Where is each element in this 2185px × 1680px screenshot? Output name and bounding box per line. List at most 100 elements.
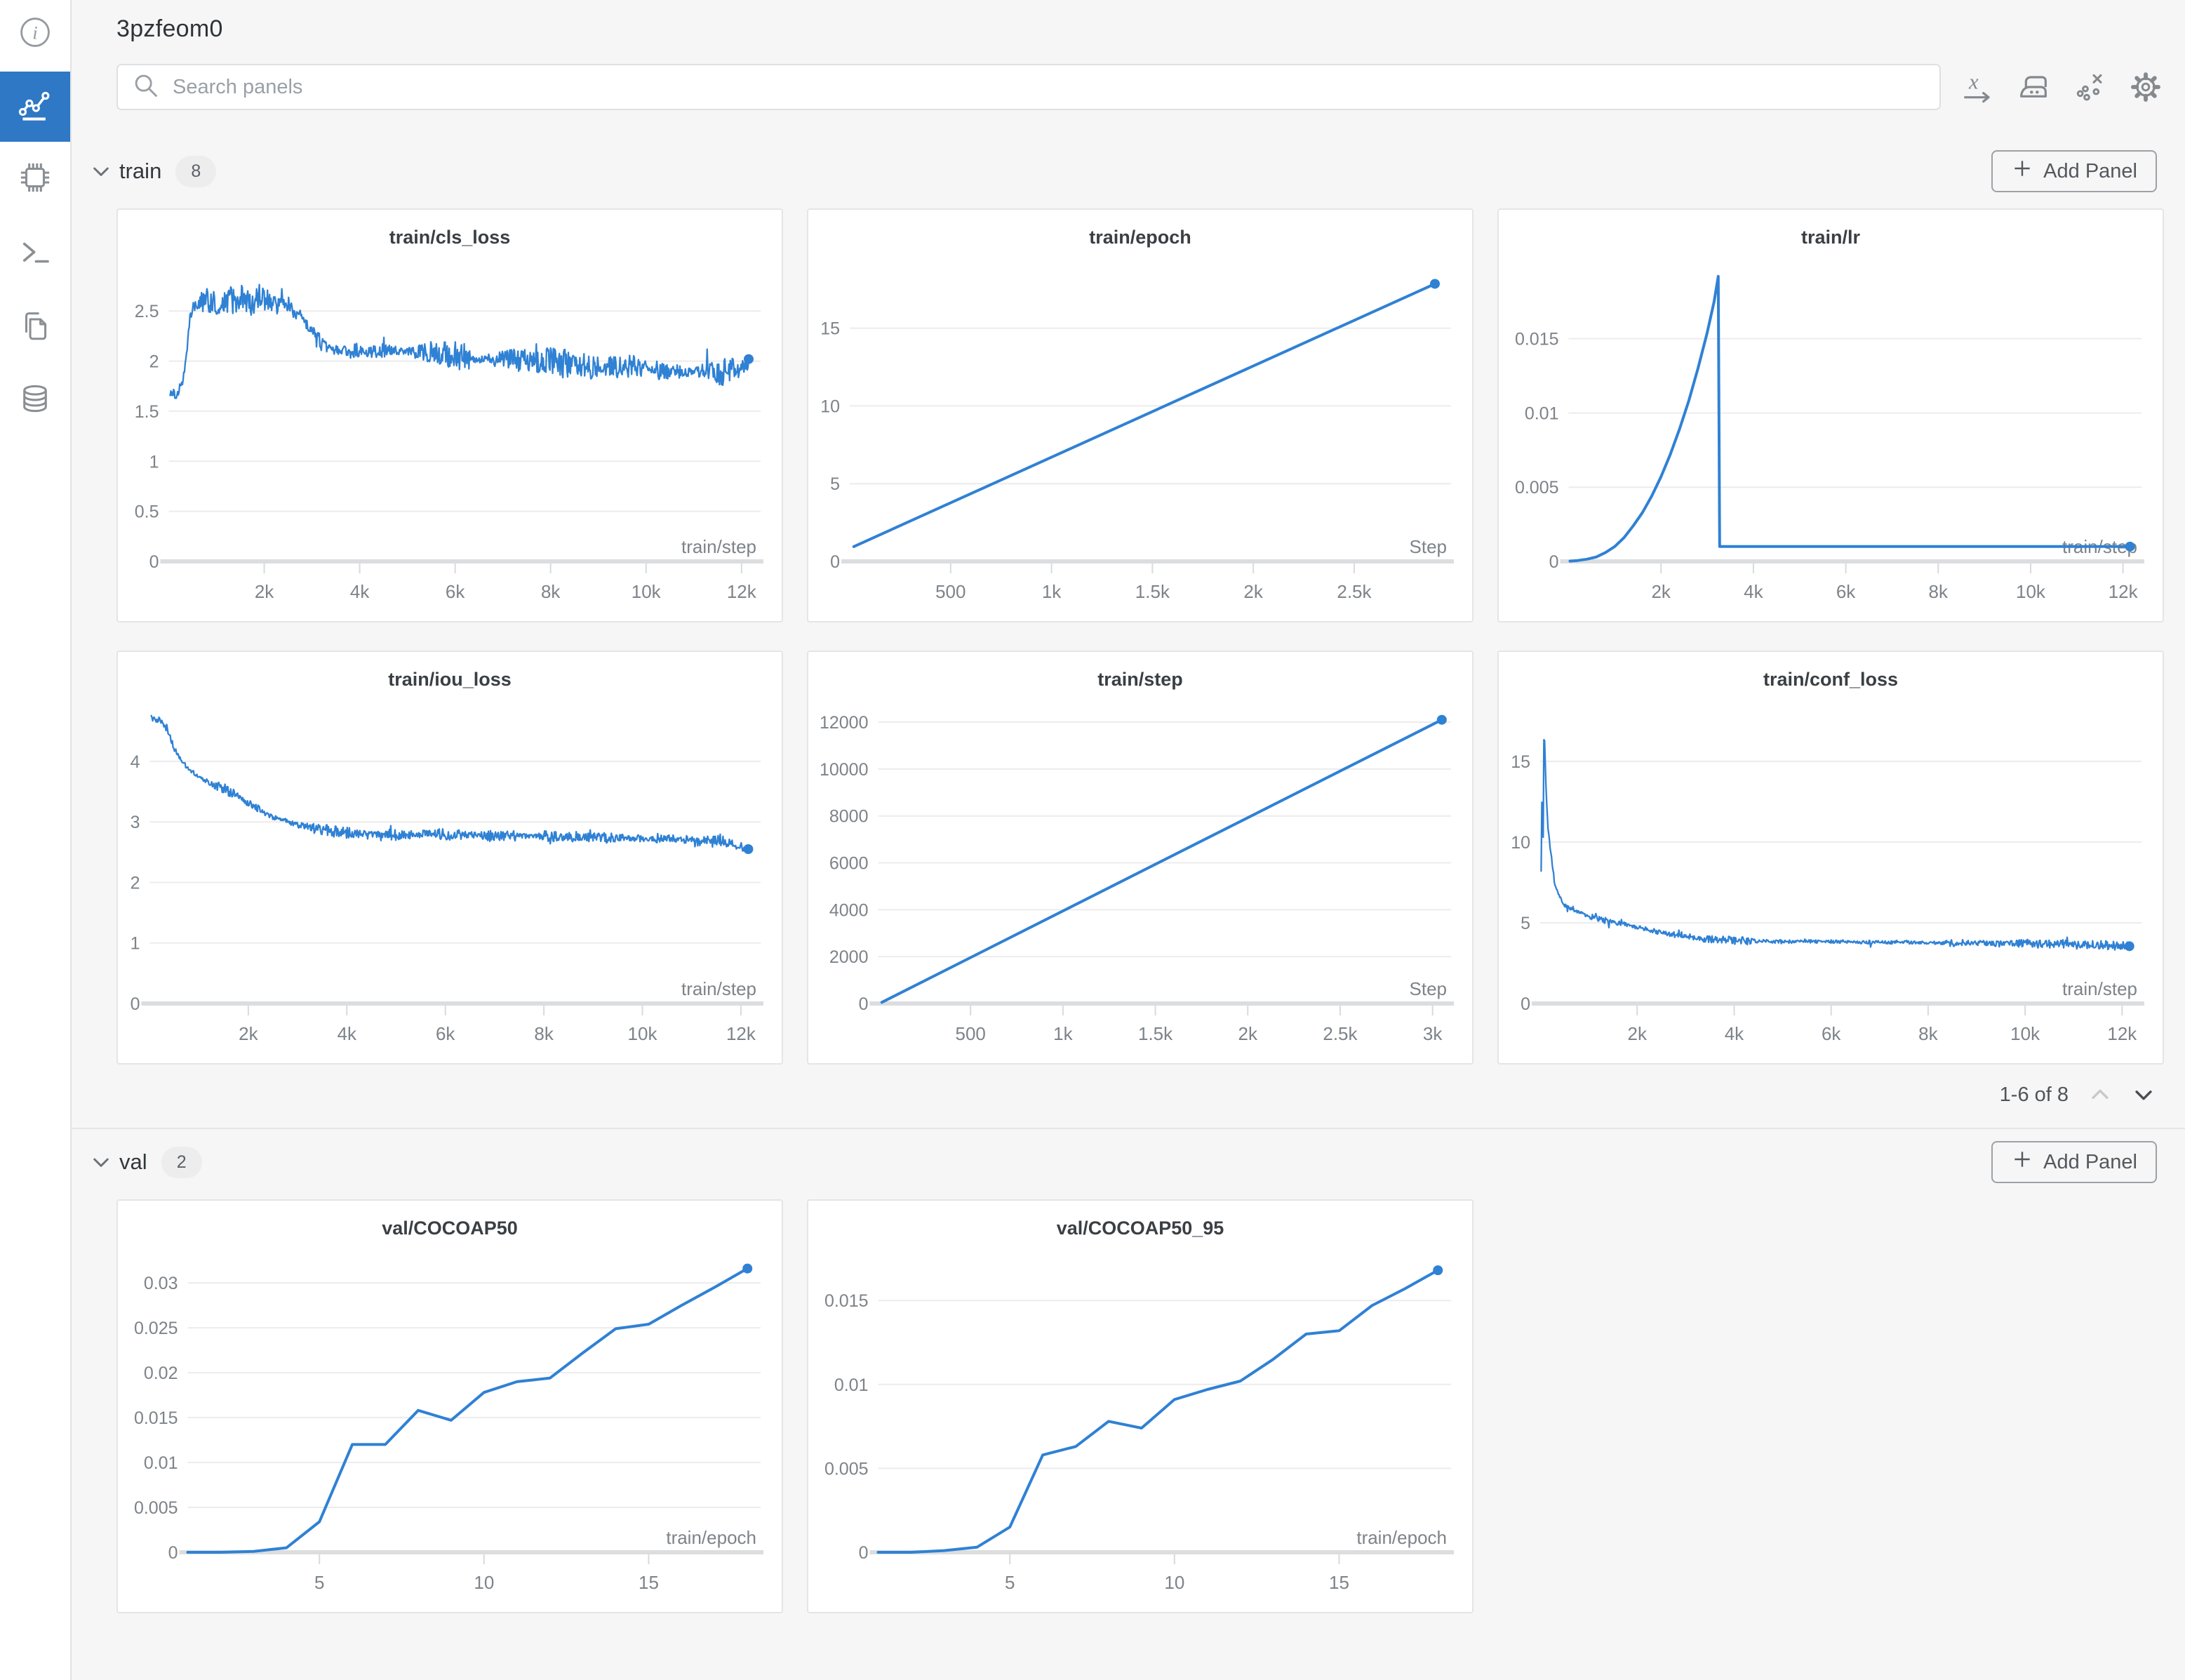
panel-card[interactable]: train/cls_loss 0 0.5 1 1.5 2 2.5 2k 4k 6k 8k 10k 12k… xyxy=(116,208,783,622)
panel-chart[interactable]: 0 2000 4000 6000 8000 10000 12000 500 1k 1.5k 2k 2.… xyxy=(808,652,1472,1063)
panel-title: train/iou_loss xyxy=(388,669,512,690)
svg-text:1.5k: 1.5k xyxy=(1135,581,1170,602)
chevron-down-icon[interactable] xyxy=(2132,1083,2156,1107)
svg-text:6k: 6k xyxy=(1836,581,1856,602)
svg-text:1: 1 xyxy=(131,934,140,954)
section-label-train[interactable]: train xyxy=(119,159,162,183)
val-section-header: val 2 Add Panel xyxy=(90,1140,2164,1184)
search-panels-input[interactable] xyxy=(171,74,1925,100)
panel-title: train/lr xyxy=(1800,227,1861,248)
svg-text:6k: 6k xyxy=(446,581,465,602)
svg-text:12k: 12k xyxy=(2107,1023,2137,1044)
sidebar-item-logs[interactable] xyxy=(0,233,70,275)
svg-text:2: 2 xyxy=(149,352,159,372)
panel-chart[interactable]: 0 1 2 3 4 2k 4k 6k 8k 10k 12k train/step xyxy=(118,652,782,1063)
svg-text:4000: 4000 xyxy=(829,900,869,920)
panel-title: train/cls_loss xyxy=(389,227,511,248)
svg-text:0.005: 0.005 xyxy=(824,1459,869,1479)
chevron-down-icon[interactable] xyxy=(90,160,112,182)
svg-text:500: 500 xyxy=(955,1023,985,1044)
panel-chart[interactable]: 0 0.005 0.01 0.015 5 10 15 train/epoch xyxy=(808,1201,1472,1612)
panel-chart[interactable]: 0 5 10 15 500 1k 1.5k 2k 2.5k Step xyxy=(808,210,1472,621)
panel-card[interactable]: train/step 0 2000 4000 6000 8000 10000 12000 500… xyxy=(807,651,1474,1065)
chevron-up-icon[interactable] xyxy=(2088,1083,2112,1107)
svg-text:8k: 8k xyxy=(541,581,561,602)
svg-text:6k: 6k xyxy=(436,1023,455,1044)
svg-text:500: 500 xyxy=(935,581,965,602)
search-panels-box[interactable] xyxy=(116,64,1941,110)
svg-text:0.005: 0.005 xyxy=(1515,478,1559,498)
section-label-val[interactable]: val xyxy=(119,1149,147,1174)
svg-text:1.5: 1.5 xyxy=(135,402,159,422)
svg-text:10k: 10k xyxy=(2016,581,2046,602)
svg-text:10: 10 xyxy=(474,1572,494,1593)
svg-text:0.5: 0.5 xyxy=(135,502,159,522)
svg-text:2k: 2k xyxy=(1627,1023,1647,1044)
svg-text:train/step: train/step xyxy=(681,978,756,999)
section-divider xyxy=(70,1128,2185,1129)
add-panel-button-train[interactable]: Add Panel xyxy=(1991,150,2157,192)
cpu-chip-icon xyxy=(18,160,53,199)
sidebar-item-files[interactable] xyxy=(0,306,70,348)
svg-text:4: 4 xyxy=(131,752,140,772)
panel-chart[interactable]: 0 0.005 0.01 0.015 0.02 0.025 0.03 5 10 15 train/e… xyxy=(118,1201,782,1612)
svg-text:0: 0 xyxy=(149,552,159,572)
svg-text:0: 0 xyxy=(131,994,140,1014)
svg-text:15: 15 xyxy=(639,1572,659,1593)
svg-text:10k: 10k xyxy=(2010,1023,2040,1044)
sidebar: i xyxy=(0,0,72,1680)
svg-text:0.015: 0.015 xyxy=(824,1291,869,1311)
plus-icon xyxy=(2011,157,2033,185)
svg-text:i: i xyxy=(32,22,37,43)
panel-card[interactable]: train/epoch 0 5 10 15 500 1k 1.5k 2k 2.5k Step xyxy=(807,208,1474,622)
panel-card[interactable]: val/COCOAP50 0 0.005 0.01 0.015 0.02 0.025 0.03… xyxy=(116,1199,783,1613)
panel-chart[interactable]: 0 5 10 15 2k 4k 6k 8k 10k 12k train/step xyxy=(1499,652,2163,1063)
sidebar-item-system[interactable] xyxy=(0,158,70,200)
svg-text:0.025: 0.025 xyxy=(134,1319,178,1338)
database-icon xyxy=(18,381,53,420)
svg-text:3: 3 xyxy=(131,813,140,832)
search-row: x xyxy=(116,64,2164,110)
settings-gear-icon[interactable] xyxy=(2129,70,2163,104)
svg-text:x: x xyxy=(1968,70,1979,94)
page-title: 3pzfeom0 xyxy=(116,15,223,42)
svg-text:2000: 2000 xyxy=(829,947,869,967)
svg-text:0.03: 0.03 xyxy=(144,1274,178,1293)
svg-text:0.02: 0.02 xyxy=(144,1364,178,1383)
panel-chart[interactable]: 0 0.5 1 1.5 2 2.5 2k 4k 6k 8k 10k 12k train/step xyxy=(118,210,782,621)
svg-text:0: 0 xyxy=(168,1543,178,1563)
svg-text:15: 15 xyxy=(820,319,840,339)
sidebar-item-workspace[interactable] xyxy=(0,72,70,142)
svg-text:5: 5 xyxy=(1521,914,1530,933)
add-panel-button-val[interactable]: Add Panel xyxy=(1991,1141,2157,1183)
panel-card[interactable]: train/conf_loss 0 5 10 15 2k 4k 6k 8k 10k 12k train… xyxy=(1497,651,2164,1065)
panel-card[interactable]: val/COCOAP50_95 0 0.005 0.01 0.015 5 10 15 train… xyxy=(807,1199,1474,1613)
svg-text:0.01: 0.01 xyxy=(144,1453,178,1473)
plus-icon xyxy=(2011,1148,2033,1176)
smoothing-iron-icon[interactable] xyxy=(2017,70,2050,104)
svg-text:0: 0 xyxy=(859,1543,869,1563)
svg-text:0: 0 xyxy=(1521,994,1530,1014)
svg-text:12k: 12k xyxy=(2109,581,2139,602)
sidebar-item-artifacts[interactable] xyxy=(0,379,70,421)
add-panel-label: Add Panel xyxy=(2043,1150,2137,1173)
outliers-icon[interactable] xyxy=(2073,70,2106,104)
svg-text:10k: 10k xyxy=(632,581,662,602)
sidebar-item-info[interactable]: i xyxy=(0,13,70,55)
x-axis-icon[interactable]: x xyxy=(1960,70,1994,104)
panel-title: val/COCOAP50_95 xyxy=(1056,1218,1224,1239)
svg-text:10k: 10k xyxy=(628,1023,658,1044)
workspace-main: 3pzfeom0 x xyxy=(70,0,2185,1680)
svg-text:0: 0 xyxy=(1549,552,1559,572)
svg-text:4k: 4k xyxy=(338,1023,357,1044)
panel-card[interactable]: train/lr 0 0.005 0.01 0.015 2k 4k 6k 8k 10k 12k tra… xyxy=(1497,208,2164,622)
svg-text:12k: 12k xyxy=(727,581,757,602)
svg-text:0: 0 xyxy=(830,552,840,572)
svg-text:0.015: 0.015 xyxy=(134,1408,178,1428)
svg-text:6000: 6000 xyxy=(829,854,869,874)
chevron-down-icon[interactable] xyxy=(90,1151,112,1173)
line-chart-icon xyxy=(16,86,54,128)
panel-card[interactable]: train/iou_loss 0 1 2 3 4 2k 4k 6k 8k 10k 12k train/s… xyxy=(116,651,783,1065)
svg-text:1k: 1k xyxy=(1053,1023,1073,1044)
